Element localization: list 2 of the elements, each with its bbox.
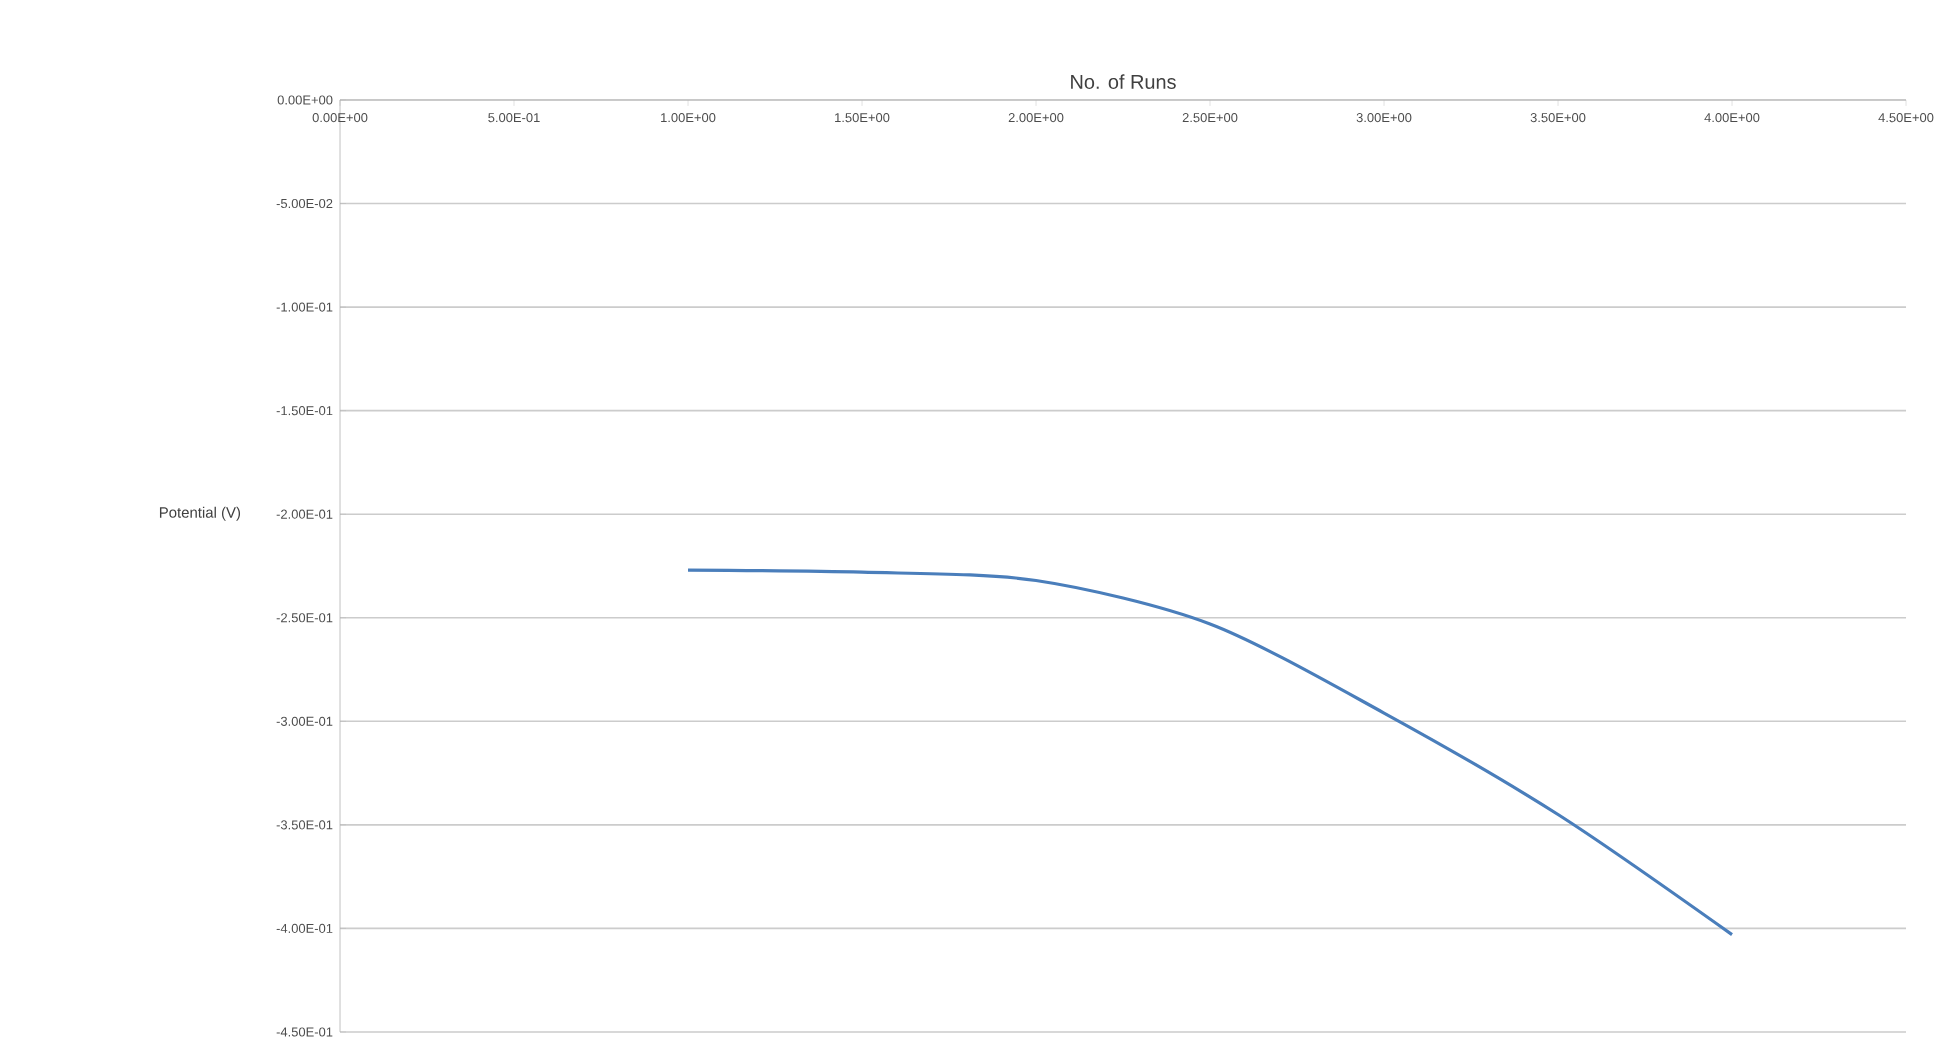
x-axis-title: No. of Runs	[1071, 74, 1176, 89]
line-series	[686, 568, 1734, 937]
